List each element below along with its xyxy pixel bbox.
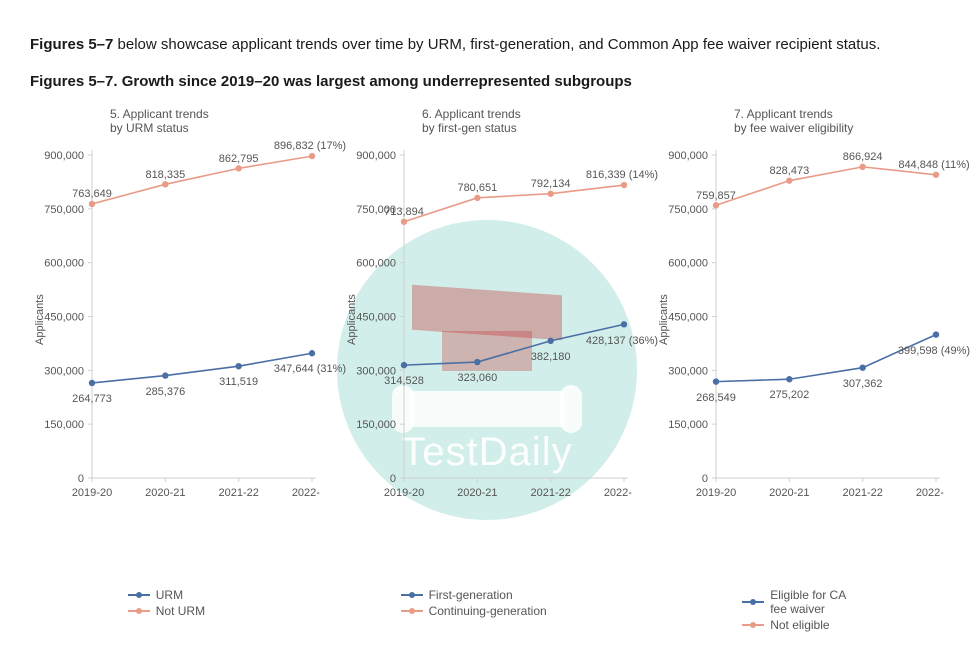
legend-item: Not URM bbox=[128, 604, 205, 618]
value-label: 862,795 bbox=[219, 153, 259, 165]
legend-swatch-icon bbox=[401, 594, 423, 596]
y-axis-title: Applicants bbox=[34, 294, 46, 345]
svg-text:2022-23: 2022-23 bbox=[604, 487, 632, 499]
svg-text:150,000: 150,000 bbox=[356, 419, 396, 431]
svg-text:2022-23: 2022-23 bbox=[916, 487, 944, 499]
legend-item: URM bbox=[128, 588, 205, 602]
figures-title: Figures 5–7. Growth since 2019–20 was la… bbox=[30, 73, 944, 90]
svg-text:by first-gen status: by first-gen status bbox=[422, 121, 517, 135]
value-label: 323,060 bbox=[457, 372, 497, 384]
svg-text:0: 0 bbox=[702, 473, 708, 485]
svg-text:0: 0 bbox=[390, 473, 396, 485]
svg-text:300,000: 300,000 bbox=[44, 366, 84, 378]
value-label: 792,134 bbox=[531, 178, 571, 190]
legend-swatch-icon bbox=[128, 610, 150, 612]
svg-text:2022-23: 2022-23 bbox=[292, 487, 320, 499]
value-label: 816,339 (14%) bbox=[586, 169, 658, 181]
legend-label: Not eligible bbox=[770, 618, 829, 632]
svg-text:by fee waiver eligibility: by fee waiver eligibility bbox=[734, 121, 853, 135]
legend-swatch-icon bbox=[401, 610, 423, 612]
svg-text:600,000: 600,000 bbox=[356, 258, 396, 270]
intro-rest: below showcase applicant trends over tim… bbox=[113, 36, 880, 53]
svg-text:2019-20: 2019-20 bbox=[72, 487, 112, 499]
value-label: 314,528 bbox=[384, 375, 424, 387]
svg-text:450,000: 450,000 bbox=[44, 312, 84, 324]
svg-text:450,000: 450,000 bbox=[356, 312, 396, 324]
value-label: 713,894 bbox=[384, 206, 424, 218]
value-label: 818,335 bbox=[145, 169, 185, 181]
value-label: 399,598 (49%) bbox=[898, 345, 970, 357]
svg-text:750,000: 750,000 bbox=[668, 204, 708, 216]
charts-container: TestDaily Applicants5. Applicant trendsb… bbox=[30, 100, 944, 640]
svg-text:600,000: 600,000 bbox=[668, 258, 708, 270]
svg-text:900,000: 900,000 bbox=[44, 150, 84, 162]
value-label: 896,832 (17%) bbox=[274, 140, 346, 152]
svg-text:300,000: 300,000 bbox=[668, 366, 708, 378]
svg-text:5. Applicant trends: 5. Applicant trends bbox=[110, 107, 209, 121]
value-label: 264,773 bbox=[72, 393, 112, 405]
value-label: 844,848 (11%) bbox=[898, 159, 969, 171]
legend-label: Not URM bbox=[156, 604, 205, 618]
chart-panel: Applicants 5. Applicant trendsby URM stat… bbox=[30, 100, 320, 580]
intro-bold: Figures 5–7 bbox=[30, 36, 113, 53]
value-label: 285,376 bbox=[145, 386, 185, 398]
legend-group: URM Not URM bbox=[128, 586, 205, 634]
svg-text:900,000: 900,000 bbox=[356, 150, 396, 162]
value-label: 759,857 bbox=[696, 190, 736, 202]
svg-text:by URM status: by URM status bbox=[110, 121, 189, 135]
chart-panel: Applicants 7. Applicant trendsby fee waiv… bbox=[654, 100, 944, 580]
value-label: 828,473 bbox=[769, 165, 809, 177]
svg-text:2021-22: 2021-22 bbox=[218, 487, 258, 499]
legend-item: Continuing-generation bbox=[401, 604, 547, 618]
value-label: 347,644 (31%) bbox=[274, 363, 346, 375]
value-label: 275,202 bbox=[769, 389, 809, 401]
svg-text:6. Applicant trends: 6. Applicant trends bbox=[422, 107, 521, 121]
svg-text:900,000: 900,000 bbox=[668, 150, 708, 162]
legend-label: URM bbox=[156, 588, 183, 602]
value-label: 763,649 bbox=[72, 188, 112, 200]
value-label: 780,651 bbox=[457, 182, 497, 194]
legend-item: Not eligible bbox=[742, 618, 846, 632]
svg-text:150,000: 150,000 bbox=[44, 419, 84, 431]
value-label: 307,362 bbox=[843, 378, 883, 390]
legend-swatch-icon bbox=[742, 624, 764, 626]
svg-text:2020-21: 2020-21 bbox=[769, 487, 809, 499]
svg-text:750,000: 750,000 bbox=[44, 204, 84, 216]
svg-text:150,000: 150,000 bbox=[668, 419, 708, 431]
svg-text:7. Applicant trends: 7. Applicant trends bbox=[734, 107, 833, 121]
legend-label: First-generation bbox=[429, 588, 513, 602]
svg-text:0: 0 bbox=[78, 473, 84, 485]
value-label: 866,924 bbox=[843, 151, 883, 163]
value-label: 428,137 (36%) bbox=[586, 335, 658, 347]
svg-text:2020-21: 2020-21 bbox=[457, 487, 497, 499]
legend-swatch-icon bbox=[128, 594, 150, 596]
intro-paragraph: Figures 5–7 below showcase applicant tre… bbox=[30, 35, 944, 55]
y-axis-title: Applicants bbox=[346, 294, 358, 345]
legend-group: Eligible for CAfee waiver Not eligible bbox=[742, 586, 846, 634]
svg-text:2021-22: 2021-22 bbox=[530, 487, 570, 499]
legend-swatch-icon bbox=[742, 601, 764, 603]
value-label: 268,549 bbox=[696, 392, 736, 404]
y-axis-title: Applicants bbox=[658, 294, 670, 345]
legend-group: First-generation Continuing-generation bbox=[401, 586, 547, 634]
svg-text:2021-22: 2021-22 bbox=[842, 487, 882, 499]
legend-item: First-generation bbox=[401, 588, 547, 602]
legend-label: Eligible for CAfee waiver bbox=[770, 588, 846, 616]
svg-text:2019-20: 2019-20 bbox=[384, 487, 424, 499]
chart-panel: Applicants 6. Applicant trendsby first-ge… bbox=[342, 100, 632, 580]
value-label: 382,180 bbox=[531, 351, 571, 363]
svg-text:600,000: 600,000 bbox=[44, 258, 84, 270]
svg-text:2019-20: 2019-20 bbox=[696, 487, 736, 499]
svg-text:2020-21: 2020-21 bbox=[145, 487, 185, 499]
legend-item: Eligible for CAfee waiver bbox=[742, 588, 846, 616]
value-label: 311,519 bbox=[219, 376, 258, 388]
legend-label: Continuing-generation bbox=[429, 604, 547, 618]
svg-text:450,000: 450,000 bbox=[668, 312, 708, 324]
